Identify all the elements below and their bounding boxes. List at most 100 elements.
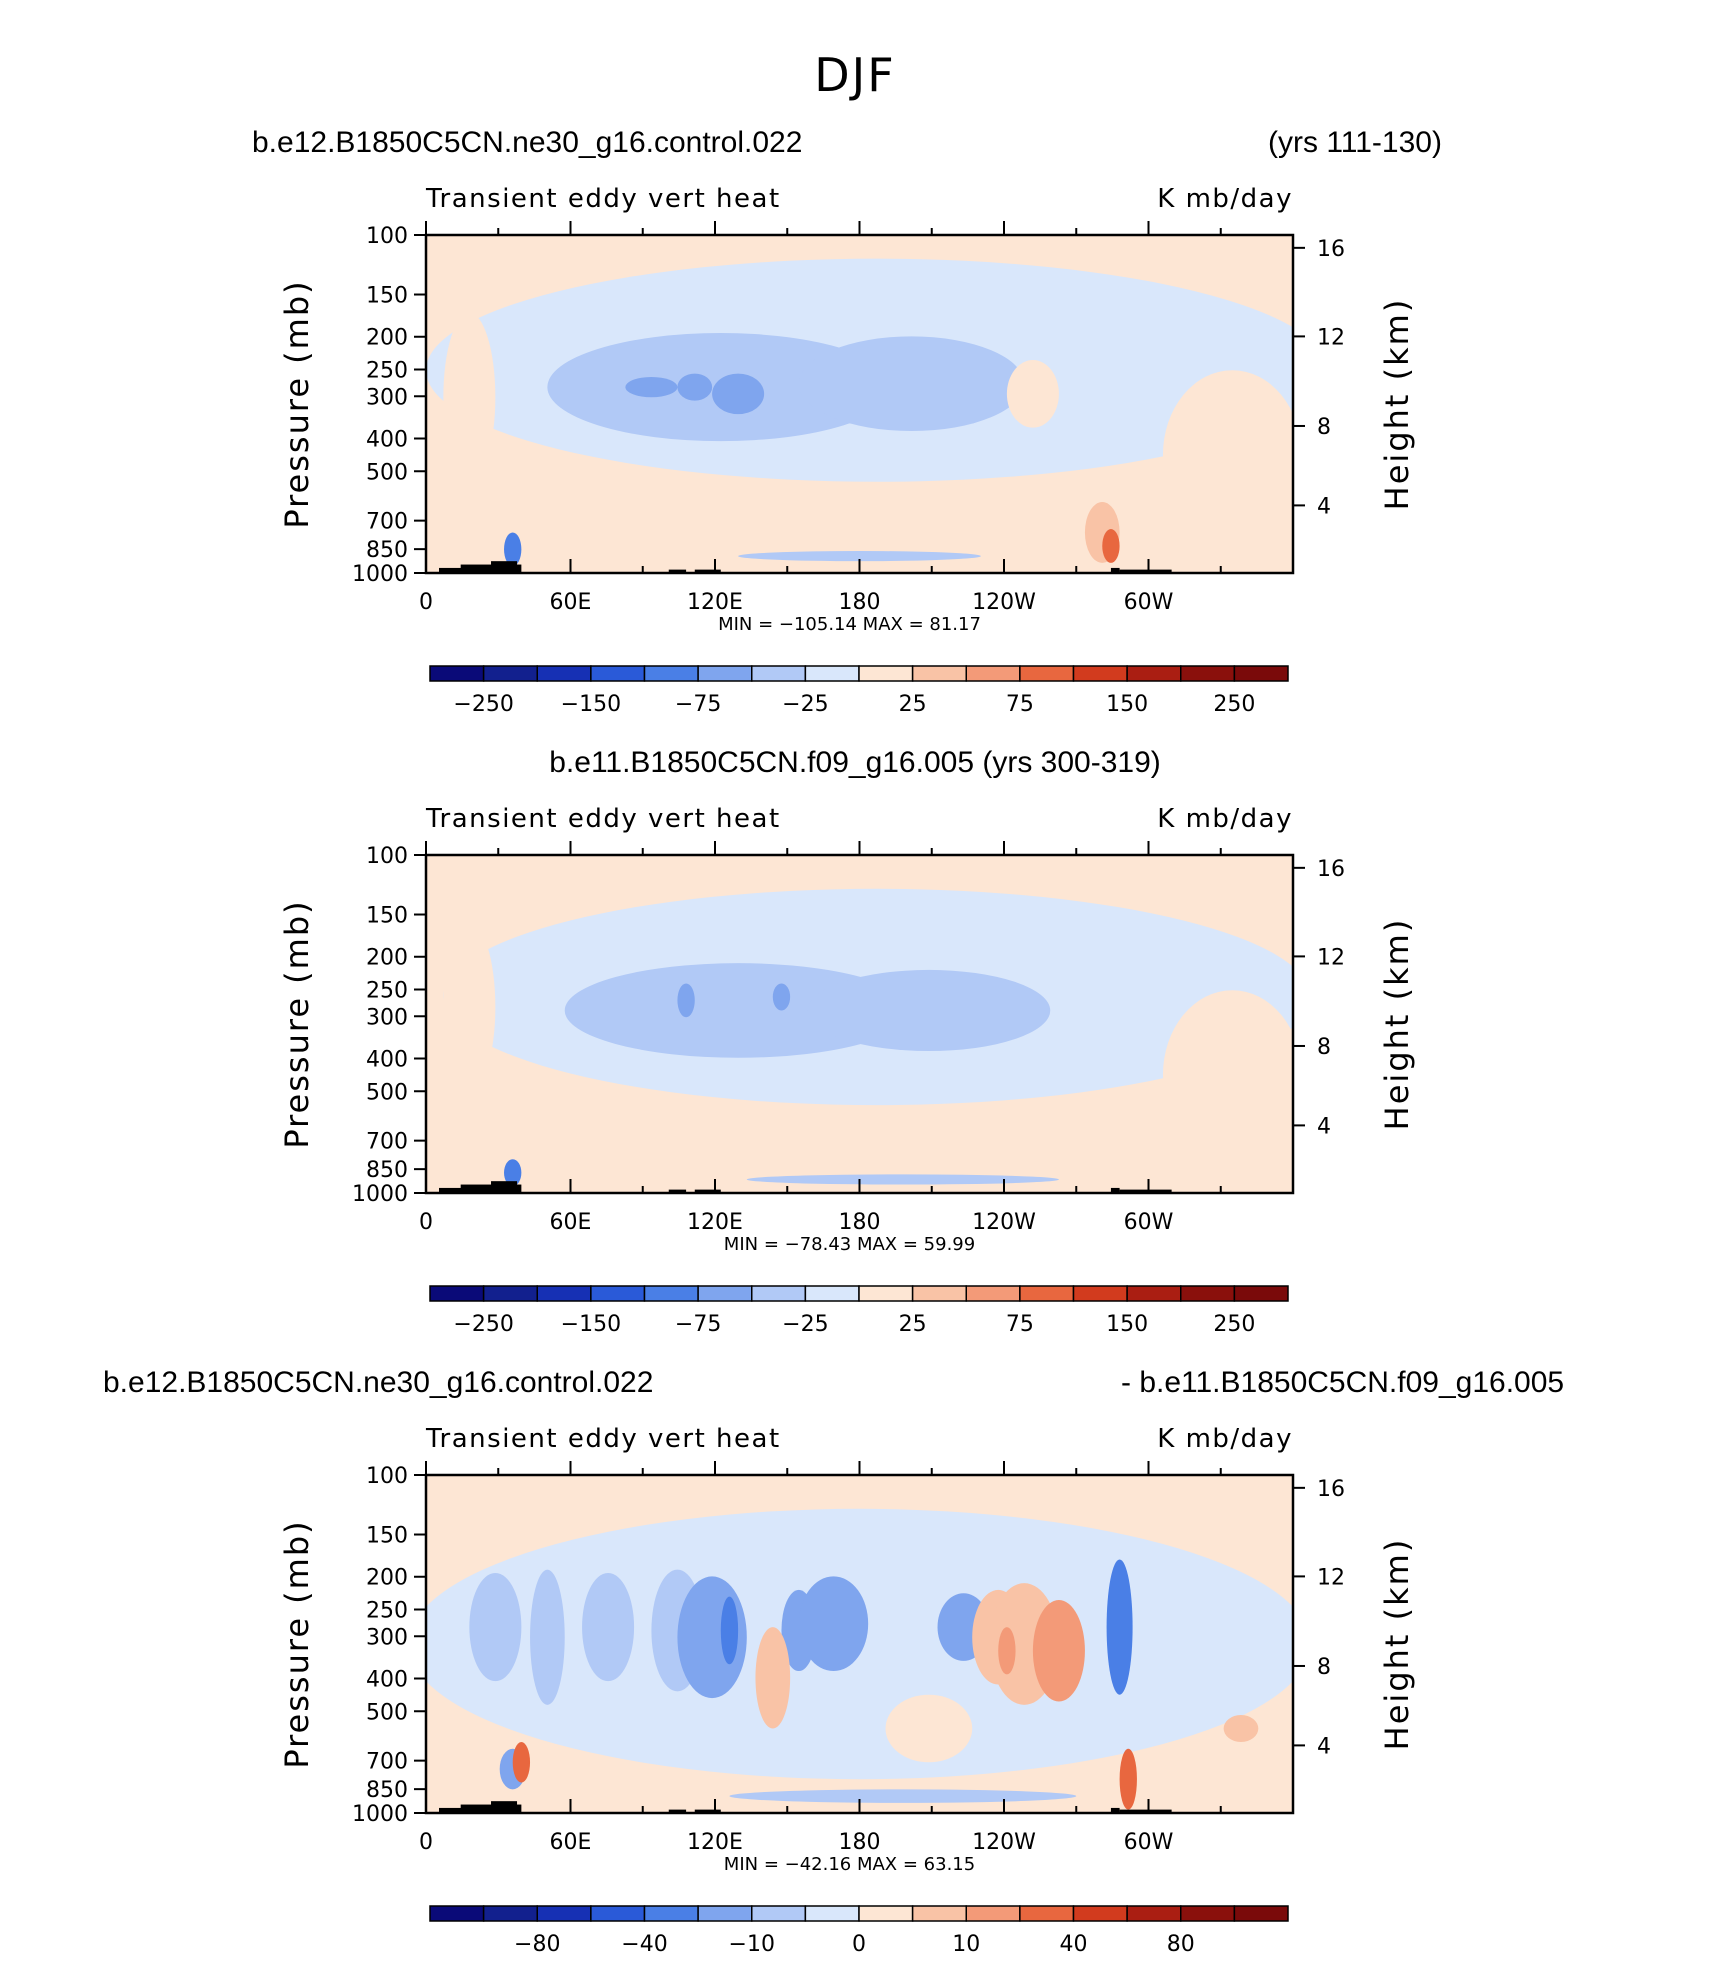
y-tick-label: 100 bbox=[366, 1464, 408, 1489]
colorbar-label: −150 bbox=[561, 1312, 621, 1337]
colorbar-label: 0 bbox=[852, 1932, 866, 1957]
colorbar-label: 25 bbox=[899, 692, 927, 717]
y-tick-label: 700 bbox=[366, 1130, 408, 1155]
contour-fill bbox=[426, 1508, 1293, 1813]
y2-axis-label: Height (km) bbox=[1378, 1538, 1416, 1751]
x-tick-label: 120E bbox=[687, 1830, 743, 1855]
topography bbox=[493, 569, 511, 573]
colorbar-label: 10 bbox=[952, 1932, 980, 1957]
colorbar-label: −10 bbox=[729, 1932, 775, 1957]
colorbar-swatch bbox=[1072, 665, 1128, 682]
colorbar-swatch bbox=[1180, 1905, 1236, 1922]
y-tick-label: 150 bbox=[366, 284, 408, 309]
x-tick-label: 180 bbox=[839, 590, 881, 615]
colorbar-swatch bbox=[643, 1905, 699, 1922]
topography bbox=[491, 1801, 518, 1813]
x-tick-label: 120E bbox=[687, 1210, 743, 1235]
y-tick-label: 100 bbox=[366, 844, 408, 869]
colorbar-swatch bbox=[482, 1905, 538, 1922]
colorbar-swatch bbox=[965, 665, 1021, 682]
topography bbox=[668, 1809, 687, 1813]
colorbar-swatch bbox=[911, 1285, 967, 1302]
x-tick-label: 180 bbox=[839, 1210, 881, 1235]
colorbar-swatch bbox=[858, 1285, 914, 1302]
min-max-stats: MIN = −78.43 MAX = 59.99 bbox=[724, 1234, 975, 1255]
colorbar-swatch bbox=[1233, 1285, 1289, 1302]
topography bbox=[694, 569, 721, 573]
contour-region bbox=[1162, 370, 1293, 540]
y-tick-label: 500 bbox=[366, 1080, 408, 1105]
colorbar-swatch bbox=[911, 665, 967, 682]
colorbar-swatch bbox=[751, 665, 807, 682]
panel-3-left-label: b.e12.B1850C5CN.ne30_g16.control.022 bbox=[103, 1366, 654, 1399]
x-tick-label: 0 bbox=[419, 590, 433, 615]
contour-region bbox=[712, 373, 765, 415]
contour-region bbox=[677, 373, 713, 401]
x-tick-label: 60E bbox=[550, 1210, 592, 1235]
colorbar-swatch bbox=[858, 665, 914, 682]
y-tick-label: 850 bbox=[366, 538, 408, 563]
y2-tick-label: 12 bbox=[1317, 325, 1345, 350]
colorbar-swatch bbox=[482, 1285, 538, 1302]
min-max-stats: MIN = −42.16 MAX = 63.15 bbox=[724, 1854, 975, 1875]
panel-1-right-label: (yrs 111-130) bbox=[1268, 126, 1442, 159]
colorbar-swatch bbox=[1072, 1905, 1128, 1922]
colorbar-label: 75 bbox=[1006, 692, 1034, 717]
contour-region bbox=[720, 1596, 739, 1665]
y2-tick-label: 12 bbox=[1317, 945, 1345, 970]
colorbar-swatch bbox=[1019, 665, 1075, 682]
contour-region bbox=[504, 1159, 522, 1187]
colorbar-swatch bbox=[1233, 665, 1289, 682]
topography bbox=[1119, 1809, 1172, 1813]
panel-title: Transient eddy vert heat bbox=[425, 804, 781, 834]
colorbar-label: −250 bbox=[453, 692, 513, 717]
contour-region bbox=[998, 1627, 1016, 1675]
topography bbox=[1110, 567, 1120, 573]
x-tick-label: 120E bbox=[687, 590, 743, 615]
topography bbox=[694, 1809, 721, 1813]
contour-region bbox=[738, 551, 981, 562]
contour-region bbox=[625, 1132, 834, 1153]
contour-region bbox=[443, 922, 496, 1092]
y2-tick-label: 8 bbox=[1317, 415, 1331, 440]
contour-region bbox=[504, 532, 522, 567]
contour-region bbox=[798, 1576, 869, 1672]
y2-tick-label: 16 bbox=[1317, 1477, 1345, 1502]
colorbar-swatch bbox=[590, 1905, 646, 1922]
colorbar-swatch bbox=[1019, 1285, 1075, 1302]
x-tick-label: 120W bbox=[972, 590, 1036, 615]
panel-title: Transient eddy vert heat bbox=[425, 184, 781, 214]
contour-region bbox=[729, 1789, 1077, 1803]
y2-tick-label: 16 bbox=[1317, 237, 1345, 262]
panel-3-right-label: - b.e11.B1850C5CN.f09_g16.005 bbox=[1121, 1366, 1565, 1399]
colorbar-label: −80 bbox=[514, 1932, 560, 1957]
contour-fill bbox=[426, 258, 1293, 573]
contour-region bbox=[469, 1573, 522, 1682]
panel-units: K mb/day bbox=[1157, 1424, 1293, 1454]
topography bbox=[668, 569, 687, 573]
panel-1: 0 60E 120E 180 120W 60W1001502002503004005007… bbox=[278, 184, 1416, 717]
contour-region bbox=[798, 336, 1025, 432]
colorbar-swatch bbox=[1126, 665, 1182, 682]
colorbar-swatch bbox=[965, 1905, 1021, 1922]
x-tick-label: 120W bbox=[972, 1830, 1036, 1855]
contour-region bbox=[443, 312, 496, 482]
colorbar-swatch bbox=[1233, 1905, 1289, 1922]
colorbar-label: −75 bbox=[675, 1312, 721, 1337]
colorbar-swatch bbox=[643, 665, 699, 682]
y2-tick-label: 16 bbox=[1317, 857, 1345, 882]
contour-region bbox=[1102, 529, 1120, 563]
y-tick-label: 300 bbox=[366, 1625, 408, 1650]
colorbar-swatch bbox=[804, 1905, 860, 1922]
contour-region bbox=[1162, 990, 1293, 1160]
x-tick-label: 60W bbox=[1124, 590, 1174, 615]
contour-region bbox=[512, 1742, 531, 1783]
x-tick-label: 0 bbox=[419, 1830, 433, 1855]
contour-region bbox=[807, 969, 1051, 1052]
y2-tick-label: 4 bbox=[1317, 1114, 1331, 1139]
colorbar-swatch bbox=[536, 1285, 592, 1302]
y-tick-label: 850 bbox=[366, 1778, 408, 1803]
contour-region bbox=[1032, 1600, 1085, 1702]
topography bbox=[668, 1189, 687, 1193]
